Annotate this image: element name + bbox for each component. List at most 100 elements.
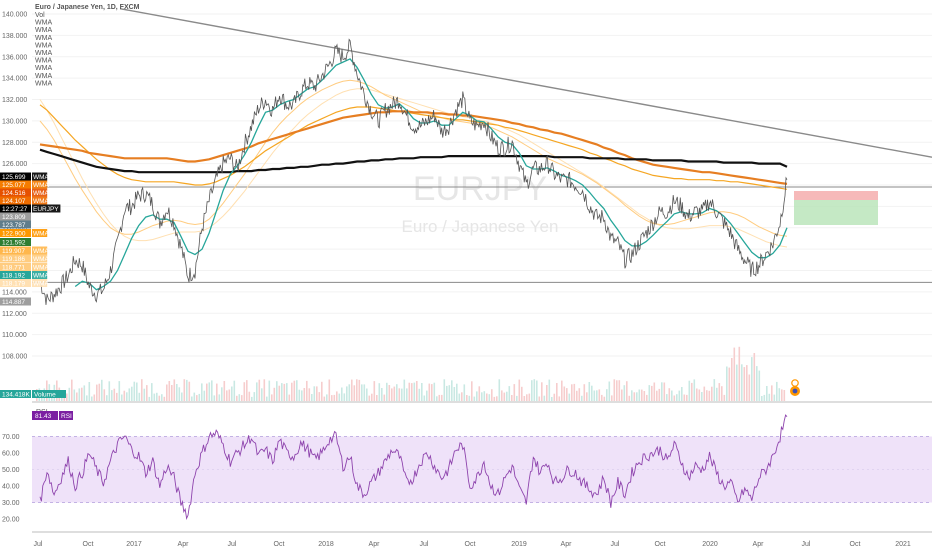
volume-bar [131, 386, 133, 401]
volume-bar [771, 385, 773, 401]
volume-bar [271, 394, 273, 401]
volume-bar [208, 382, 211, 401]
volume-bar [168, 381, 171, 401]
position-target-zone[interactable] [794, 200, 878, 225]
volume-bar [341, 387, 343, 401]
volume-bar [621, 389, 623, 401]
volume-value: 134.418K [2, 391, 30, 398]
volume-bar [466, 395, 468, 401]
volume-bar [726, 366, 728, 401]
price-tag-value-box [0, 263, 31, 271]
indicator-legend-item[interactable]: WMA [35, 73, 52, 80]
volume-bar [703, 386, 706, 401]
volume-bar [61, 395, 63, 401]
price-tag-label-box [32, 263, 48, 271]
indicator-legend-item[interactable]: WMA [35, 42, 52, 49]
indicator-legend-item[interactable]: WMA [35, 20, 52, 27]
volume-bar [221, 387, 223, 401]
volume-bar [473, 396, 476, 401]
price-tag-label: WMA [33, 174, 50, 181]
rsi-series [39, 414, 788, 520]
indicator-legend-item[interactable]: WMA [35, 65, 52, 72]
volume-bar [328, 379, 331, 401]
volume-bar [678, 390, 681, 401]
volume-bar [313, 386, 316, 401]
volume-bar [416, 381, 418, 401]
volume-bar [486, 393, 488, 401]
volume-bar [453, 387, 456, 401]
volume-bar [183, 379, 186, 401]
volume-bar [356, 379, 358, 401]
volume-bar [293, 380, 296, 401]
position-stop-zone[interactable] [794, 191, 878, 200]
time-tick-label: Apr [178, 541, 190, 548]
volume-bar [226, 390, 228, 401]
price-tag-label: EURJPY [33, 206, 59, 213]
volume-bar [211, 380, 213, 401]
volume-bar [613, 379, 616, 401]
chart-title[interactable]: Euro / Japanese Yen, 1D, FXCM [35, 4, 140, 11]
watermark-name: Euro / Japanese Yen [402, 217, 559, 236]
time-tick-label: Oct [83, 541, 94, 548]
trend-line[interactable] [119, 7, 932, 158]
volume-bar [251, 396, 253, 401]
volume-bar [278, 385, 281, 401]
volume-bar [283, 383, 286, 401]
volume-bar [751, 357, 753, 401]
volume-bar [391, 388, 393, 401]
price-tag-label: WMA [33, 230, 50, 237]
rsi-tick-label: 20.00 [2, 517, 20, 524]
volume-bar [401, 388, 403, 401]
volume-bar [123, 390, 126, 401]
price-tag-value: 125.699 [2, 174, 26, 181]
time-axis[interactable]: Jul Oct 2017 Apr Jul Oct 2018 Apr Jul Oct 2019 Apr J… [34, 541, 911, 548]
series-line-wma-light1 [39, 79, 788, 237]
volume-bar [188, 381, 191, 401]
volume-bar [158, 395, 161, 401]
volume-bar [588, 382, 591, 401]
volume-bar [326, 394, 328, 401]
price-tag-label-box [32, 188, 48, 197]
time-tick-label: Oct [655, 541, 666, 548]
volume-bar [658, 388, 661, 401]
indicator-legend-item[interactable]: WMA [35, 58, 52, 65]
alert-icon[interactable] [790, 379, 800, 396]
volume-bar [383, 394, 386, 401]
volume-bar [246, 380, 248, 401]
volume-bar [741, 364, 743, 401]
volume-bar [518, 379, 521, 401]
time-tick-label: Jul [228, 541, 237, 548]
indicator-legend-item[interactable]: WMA [35, 27, 52, 34]
volume-bar [88, 382, 91, 401]
indicator-legend-item[interactable]: WMA [35, 35, 52, 42]
indicator-legend-item[interactable]: WMA [35, 80, 52, 87]
price-tick-label: 126.000 [2, 161, 27, 168]
indicator-legend-item[interactable]: WMA [35, 50, 52, 57]
volume-bar [141, 379, 143, 401]
volume-bar [446, 385, 448, 401]
series-line-wma-orange-long [39, 110, 788, 185]
volume-bar [521, 386, 523, 401]
indicator-legend-item[interactable]: Vol [35, 12, 45, 19]
volume-bar [163, 396, 166, 401]
volume-bar [663, 382, 666, 401]
time-tick-label: 2020 [702, 541, 718, 548]
volume-bar [348, 384, 351, 401]
price-tag-value-box [0, 279, 31, 287]
rsi-axis[interactable]: 70.00 60.00 50.00 40.00 30.00 20.00 [2, 434, 20, 524]
volume-bar [338, 393, 341, 401]
volume-bar [238, 394, 241, 401]
volume-bar [133, 381, 136, 401]
time-tick-label: Apr [753, 541, 765, 548]
price-tag-label-box [32, 172, 48, 181]
volume-bar [546, 385, 548, 401]
volume-bar [406, 388, 408, 401]
time-tick-label: Jul [34, 541, 43, 548]
time-tick-label: Oct [850, 541, 861, 548]
volume-bar [236, 395, 238, 401]
volume-bar [731, 358, 733, 401]
volume-bar [386, 382, 388, 401]
price-tag-label-box [32, 271, 48, 279]
horizontal-levels[interactable] [32, 7, 932, 503]
